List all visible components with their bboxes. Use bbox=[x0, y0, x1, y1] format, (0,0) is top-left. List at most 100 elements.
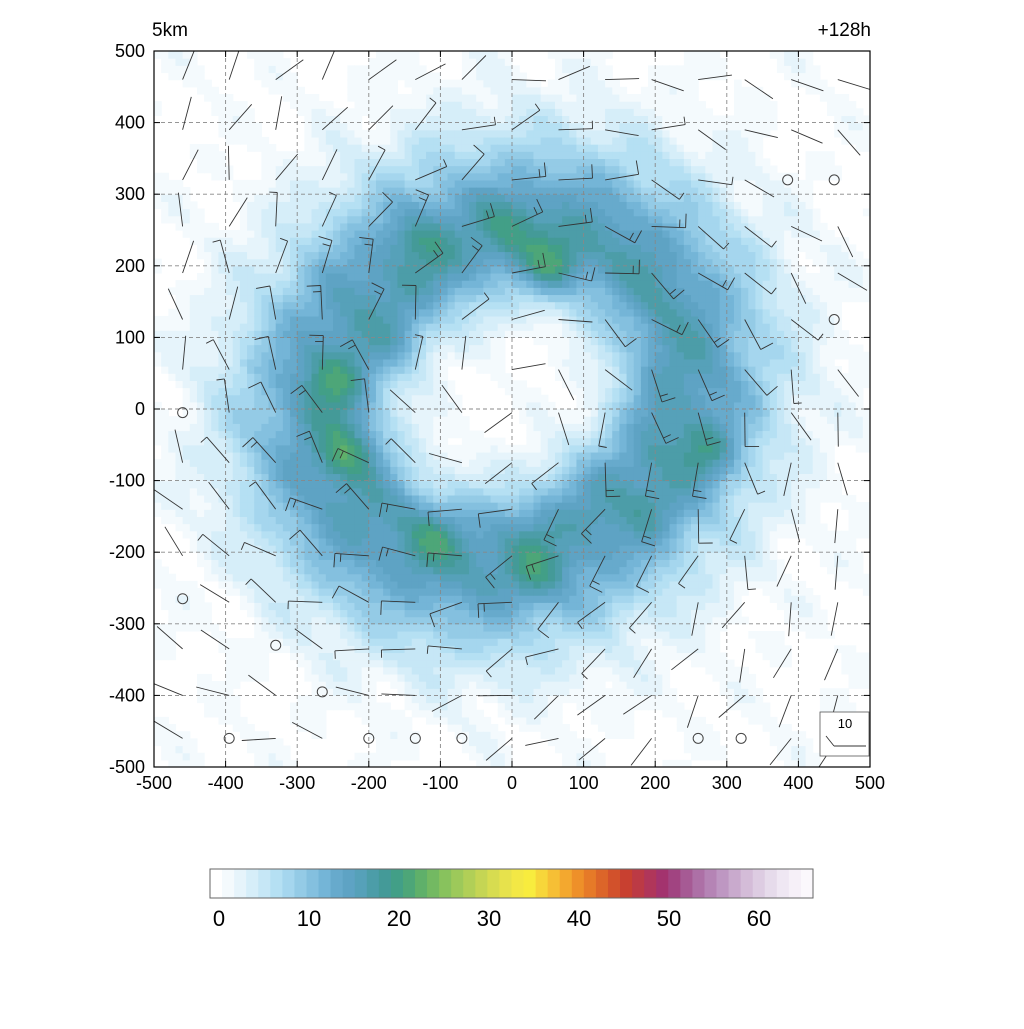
field-cell bbox=[311, 559, 320, 568]
field-cell bbox=[282, 444, 291, 453]
field-cell bbox=[526, 237, 535, 245]
field-cell bbox=[562, 351, 570, 360]
field-cell bbox=[261, 380, 270, 389]
field-cell bbox=[354, 494, 363, 503]
field-cell bbox=[218, 423, 227, 432]
field-cell bbox=[247, 652, 255, 661]
field-cell bbox=[297, 344, 305, 353]
field-cell bbox=[512, 244, 520, 253]
field-cell bbox=[447, 673, 456, 682]
field-cell bbox=[161, 638, 169, 646]
field-cell bbox=[490, 172, 499, 181]
field-cell bbox=[504, 323, 513, 331]
field-cell bbox=[547, 194, 556, 202]
field-cell bbox=[383, 645, 391, 654]
field-cell bbox=[418, 430, 427, 439]
field-cell bbox=[304, 179, 313, 188]
field-cell bbox=[218, 401, 227, 410]
field-cell bbox=[540, 459, 549, 467]
field-cell bbox=[547, 459, 556, 467]
field-cell bbox=[333, 480, 341, 489]
field-cell bbox=[275, 272, 284, 281]
field-cell bbox=[375, 208, 384, 217]
field-cell bbox=[576, 280, 585, 288]
field-cell bbox=[375, 394, 384, 403]
field-cell bbox=[254, 430, 262, 439]
field-cell bbox=[347, 122, 356, 131]
field-cell bbox=[297, 487, 305, 496]
field-cell bbox=[490, 265, 499, 274]
field-cell bbox=[497, 702, 506, 711]
field-cell bbox=[418, 258, 427, 267]
field-cell bbox=[168, 51, 177, 59]
field-cell bbox=[576, 222, 585, 231]
field-cell bbox=[404, 65, 413, 74]
field-cell bbox=[433, 430, 441, 439]
field-cell bbox=[254, 287, 262, 296]
field-cell bbox=[325, 480, 334, 489]
field-cell bbox=[504, 659, 513, 668]
field-cell bbox=[490, 144, 499, 152]
field-cell bbox=[290, 215, 298, 224]
field-cell bbox=[476, 466, 484, 475]
field-cell bbox=[433, 222, 441, 231]
field-cell bbox=[447, 187, 456, 195]
field-cell bbox=[375, 158, 384, 167]
field-cell bbox=[282, 559, 291, 568]
field-cell bbox=[261, 215, 270, 224]
field-cell bbox=[297, 394, 305, 403]
field-cell bbox=[311, 502, 320, 510]
field-cell bbox=[304, 337, 313, 346]
field-cell bbox=[297, 416, 305, 424]
field-cell bbox=[261, 358, 270, 367]
field-cell bbox=[447, 716, 456, 725]
field-cell bbox=[290, 351, 298, 360]
field-cell bbox=[483, 179, 492, 188]
field-cell bbox=[440, 573, 449, 582]
field-cell bbox=[340, 652, 348, 661]
field-cell bbox=[461, 258, 470, 267]
field-cell bbox=[218, 394, 227, 403]
field-cell bbox=[426, 523, 434, 532]
field-cell bbox=[161, 595, 169, 603]
field-cell bbox=[361, 301, 370, 310]
field-cell bbox=[275, 588, 284, 596]
field-cell bbox=[547, 251, 556, 260]
field-cell bbox=[168, 609, 177, 618]
field-cell bbox=[290, 280, 298, 288]
field-cell bbox=[483, 566, 492, 575]
field-cell bbox=[211, 101, 220, 109]
field-cell bbox=[476, 115, 484, 124]
field-cell bbox=[447, 351, 456, 360]
field-cell bbox=[311, 308, 320, 317]
field-cell bbox=[569, 351, 578, 360]
field-cell bbox=[154, 652, 162, 661]
field-cell bbox=[569, 244, 578, 253]
field-cell bbox=[476, 108, 484, 117]
field-cell bbox=[383, 545, 391, 553]
field-cell bbox=[404, 494, 413, 503]
field-cell bbox=[504, 545, 513, 553]
field-cell bbox=[469, 530, 477, 539]
field-cell bbox=[576, 745, 585, 754]
field-cell bbox=[576, 494, 585, 503]
field-cell bbox=[554, 165, 563, 174]
field-cell bbox=[196, 72, 205, 81]
field-cell bbox=[383, 187, 391, 195]
field-cell bbox=[397, 387, 406, 396]
field-cell bbox=[461, 645, 470, 654]
field-cell bbox=[282, 609, 291, 618]
field-cell bbox=[440, 244, 449, 253]
field-cell bbox=[168, 423, 177, 432]
field-cell bbox=[512, 301, 520, 310]
field-cell bbox=[390, 509, 399, 517]
field-cell bbox=[483, 745, 492, 754]
field-cell bbox=[483, 681, 492, 689]
field-cell bbox=[497, 652, 506, 661]
field-cell bbox=[497, 688, 506, 696]
field-cell bbox=[225, 301, 234, 310]
field-cell bbox=[497, 545, 506, 553]
field-cell bbox=[361, 752, 370, 761]
field-cell bbox=[182, 509, 191, 517]
field-cell bbox=[526, 301, 535, 310]
